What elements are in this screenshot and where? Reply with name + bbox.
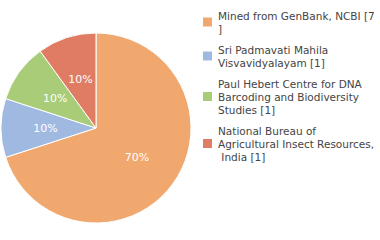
svg-text:Paul Hebert Centre for DNA: Paul Hebert Centre for DNA: [218, 78, 365, 90]
svg-text:10%: 10%: [33, 122, 57, 135]
svg-text:70%: 70%: [125, 151, 149, 164]
svg-text:Barcoding and Biodiversity: Barcoding and Biodiversity: [218, 91, 362, 103]
svg-text:]: ]: [218, 23, 222, 35]
svg-text:10%: 10%: [68, 73, 92, 86]
svg-text:Sri Padmavati Mahila: Sri Padmavati Mahila: [218, 44, 332, 56]
svg-text:Studies [1]: Studies [1]: [218, 104, 275, 116]
svg-text:Visvavidyalayam [1]: Visvavidyalayam [1]: [218, 57, 325, 69]
svg-text:India [1]: India [1]: [218, 151, 265, 163]
svg-text:Mined from GenBank, NCBI [7: Mined from GenBank, NCBI [7: [218, 10, 375, 22]
svg-text:National Bureau of: National Bureau of: [218, 125, 319, 137]
svg-text:Agricultural Insect Resources,: Agricultural Insect Resources,: [218, 138, 374, 150]
svg-text:10%: 10%: [43, 92, 67, 105]
